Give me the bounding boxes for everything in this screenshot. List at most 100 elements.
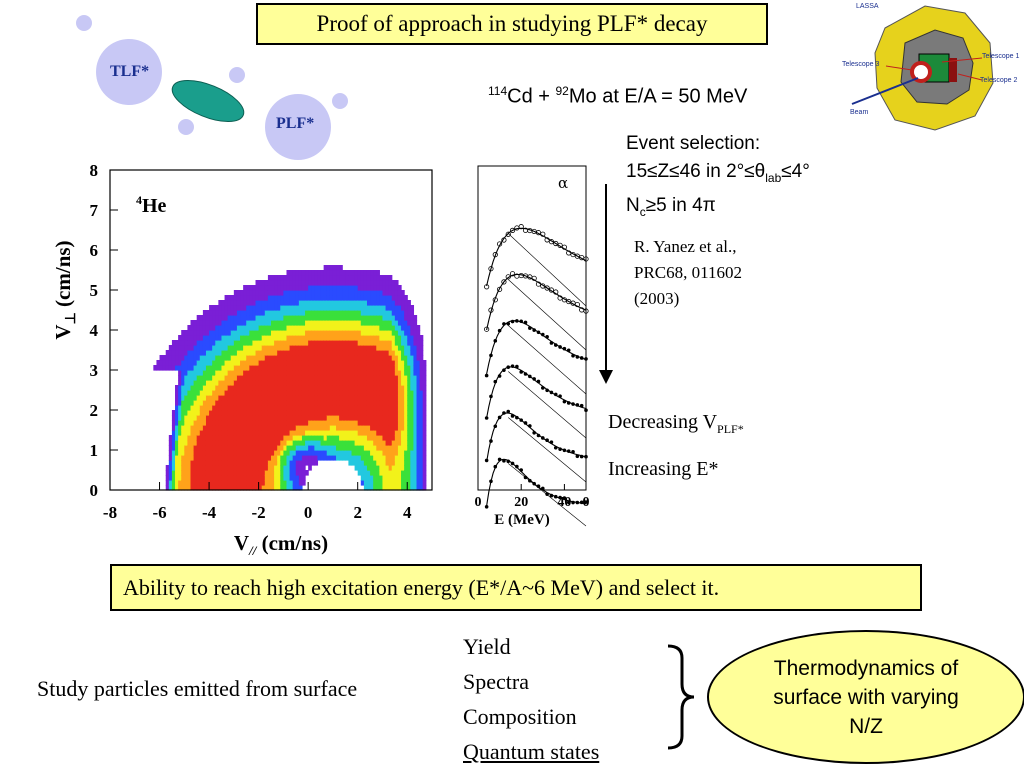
heatmap-cell [233, 335, 238, 341]
heatmap-cell [416, 395, 421, 401]
heatmap-cell [298, 420, 303, 426]
heatmap-cell [323, 280, 328, 286]
heatmap-cell [301, 420, 306, 426]
heatmap-cell [224, 465, 229, 471]
heatmap-cell [373, 410, 377, 416]
heatmap-cell [175, 420, 179, 426]
heatmap-cell [193, 360, 198, 366]
heatmap-cell [271, 305, 275, 311]
heatmap-cell [413, 425, 418, 431]
heatmap-cell [416, 420, 421, 426]
heatmap-cell [286, 445, 291, 451]
heatmap-cell [339, 395, 343, 401]
heatmap-cell [240, 485, 244, 491]
heatmap-cell [218, 310, 223, 316]
heatmap-cell [215, 320, 219, 326]
heatmap-cell [199, 405, 204, 411]
heatmap-cell [329, 395, 334, 401]
heatmap-cell [360, 325, 365, 331]
heatmap-cell [187, 435, 192, 441]
heatmap-cell [351, 330, 356, 336]
heatmap-cell [267, 415, 272, 421]
heatmap-cell [416, 345, 421, 351]
heatmap-cell [255, 300, 260, 306]
heatmap-cell [305, 300, 309, 306]
heatmap-cell [376, 370, 380, 376]
heatmap-cell [292, 460, 297, 466]
spectrum-point [484, 284, 490, 290]
heatmap-cell [323, 420, 328, 426]
heatmap-cell [339, 355, 343, 361]
heatmap-cell [422, 360, 427, 366]
heatmap-cell [236, 380, 241, 386]
heatmap-cell [187, 360, 192, 366]
spectrum-point [484, 326, 490, 332]
heatmap-cell [224, 350, 229, 356]
spectrum-point [515, 319, 519, 323]
heatmap-cell [323, 430, 328, 436]
heatmap-cell [205, 380, 210, 386]
heatmap-cell [317, 430, 322, 436]
heatmap-cell [391, 330, 396, 336]
heatmap-cell [370, 340, 374, 346]
heatmap-cell [292, 285, 297, 291]
heatmap-cell [339, 415, 343, 421]
heatmap-cell [323, 335, 328, 341]
heatmap-cell [397, 400, 402, 406]
heatmap-cell [218, 445, 223, 451]
heatmap-cell [370, 400, 374, 406]
heatmap-cell [289, 345, 294, 351]
heatmap-cell [190, 465, 195, 471]
heatmap-cell [320, 380, 325, 386]
heatmap-cell [212, 310, 216, 316]
heatmap-cell [246, 450, 250, 456]
heatmap-cell [360, 275, 365, 281]
heatmap-cell [271, 420, 275, 426]
spectrum-point [523, 320, 528, 325]
heatmap-cell [388, 310, 393, 316]
heatmap-cell [295, 405, 300, 411]
heatmap-cell [224, 365, 229, 371]
heatmap-cell [379, 320, 384, 326]
heatmap-cell [311, 305, 315, 311]
heatmap-cell [320, 375, 325, 381]
heatmap-cell [221, 435, 226, 441]
heatmap-cell [271, 380, 275, 386]
heatmap-cell [286, 275, 291, 281]
heatmap-cell [339, 265, 343, 271]
heatmap-cell [240, 435, 244, 441]
heatmap-cell [236, 310, 241, 316]
heatmap-cell [376, 470, 380, 476]
heatmap-cell [261, 290, 266, 296]
heatmap-cell [171, 450, 176, 456]
heatmap-cell [215, 330, 219, 336]
heatmap-cell [271, 295, 275, 301]
heatmap-cell [404, 375, 408, 381]
heatmap-cell [264, 355, 269, 361]
heatmap-cell [243, 430, 247, 436]
heatmap-cell [230, 475, 235, 481]
heatmap-cell [246, 460, 250, 466]
heatmap-cell [391, 455, 396, 461]
heatmap-cell [298, 325, 303, 331]
heatmap-cell [199, 385, 204, 391]
heatmap-cell [209, 315, 213, 321]
heatmap-cell [240, 475, 244, 481]
heatmap-cell [320, 365, 325, 371]
spectrum-point [575, 454, 580, 459]
heatmap-cell [199, 460, 204, 466]
heatmap-cell [221, 420, 226, 426]
heatmap-cell [360, 380, 365, 386]
heatmap-cell [202, 425, 207, 431]
heatmap-cell [277, 450, 281, 456]
heatmap-cell [373, 340, 377, 346]
heatmap-cell [320, 330, 325, 336]
heatmap-cell [388, 480, 393, 486]
heatmap-cell [342, 290, 346, 296]
heatmap-cell [385, 275, 390, 281]
heatmap-cell [267, 475, 272, 481]
heatmap-cell [205, 355, 210, 361]
heatmap-cell [261, 415, 266, 421]
heatmap-cell [413, 355, 418, 361]
heatmap-cell [317, 415, 322, 421]
